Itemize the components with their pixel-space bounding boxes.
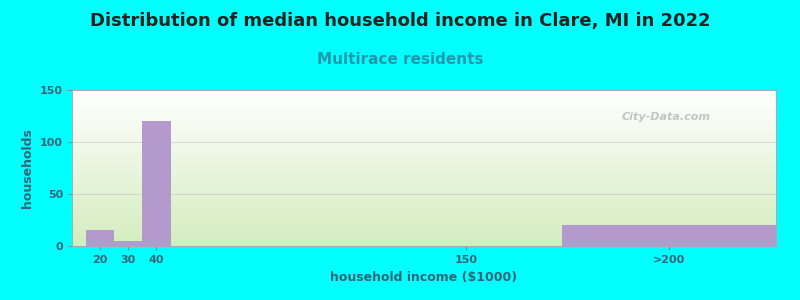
Bar <box>142 121 170 246</box>
X-axis label: household income ($1000): household income ($1000) <box>330 271 518 284</box>
Text: Multirace residents: Multirace residents <box>317 52 483 68</box>
Text: City-Data.com: City-Data.com <box>621 112 710 122</box>
Bar <box>114 241 142 246</box>
Bar <box>86 230 114 246</box>
Text: Distribution of median household income in Clare, MI in 2022: Distribution of median household income … <box>90 12 710 30</box>
Y-axis label: households: households <box>22 128 34 208</box>
Bar <box>562 225 776 246</box>
